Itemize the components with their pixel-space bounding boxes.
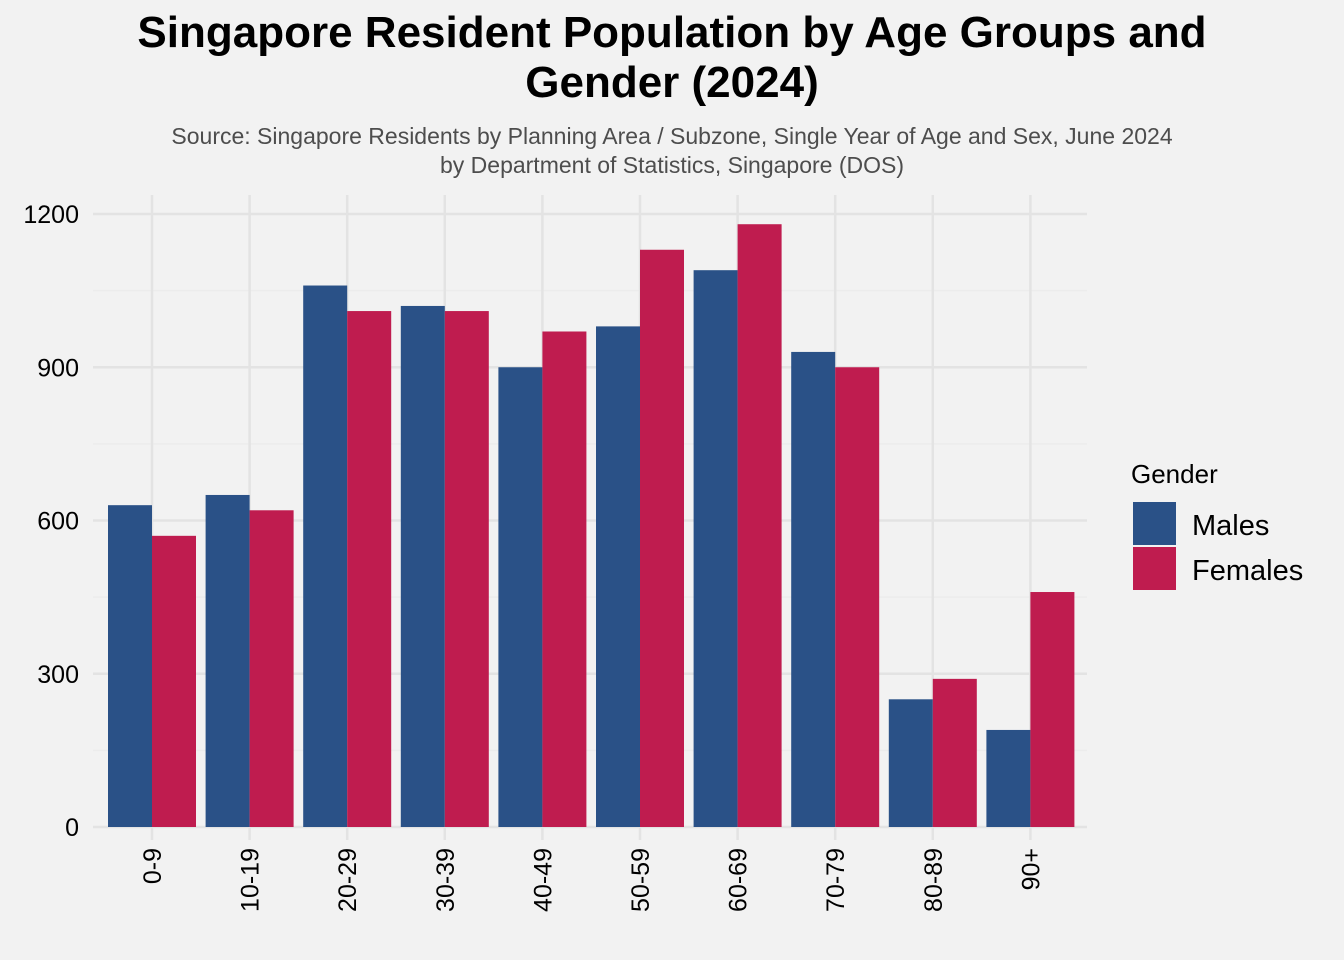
x-tick-label: 70-79 bbox=[822, 848, 850, 912]
y-tick-label: 300 bbox=[37, 661, 79, 689]
bar-males-80-89 bbox=[888, 699, 933, 827]
legend-label-females: Females bbox=[1192, 555, 1303, 587]
bar-males-60-69 bbox=[693, 270, 738, 828]
legend-key-females bbox=[1133, 547, 1176, 590]
bar-females-50-59 bbox=[640, 249, 684, 828]
y-tick-label: 0 bbox=[65, 814, 79, 842]
y-tick-label: 600 bbox=[37, 508, 79, 536]
x-tick-label: 90+ bbox=[1017, 848, 1045, 890]
x-tick-label: 0-9 bbox=[139, 848, 167, 884]
bar-males-0-9 bbox=[108, 505, 152, 827]
x-tick-label: 30-39 bbox=[432, 848, 460, 912]
bar-males-50-59 bbox=[596, 326, 640, 827]
x-axis: 0-9 10-19 20-29 30-39 40-49 50-59 60-69 70-79 80… bbox=[139, 848, 1045, 912]
legend-label-males: Males bbox=[1192, 510, 1269, 542]
chart-subtitle: Source: Singapore Residents by Planning … bbox=[0, 122, 1344, 180]
bar-females-60-69 bbox=[737, 224, 782, 827]
legend-title: Gender bbox=[1131, 459, 1218, 489]
bar-males-10-19 bbox=[205, 494, 250, 827]
chart-title: Singapore Resident Population by Age Gro… bbox=[0, 8, 1344, 108]
bar-males-40-49 bbox=[498, 367, 543, 827]
bar-females-0-9 bbox=[152, 535, 196, 827]
bar-females-70-79 bbox=[835, 367, 880, 827]
y-tick-label: 1200 bbox=[23, 201, 79, 229]
x-tick-label: 50-59 bbox=[627, 848, 655, 912]
legend-key-males bbox=[1133, 502, 1176, 545]
chart-title-line-1: Singapore Resident Population by Age Gro… bbox=[137, 8, 1207, 57]
legend: Gender Males Females bbox=[1131, 459, 1303, 590]
bar-females-30-39 bbox=[444, 311, 489, 827]
x-tick-label: 20-29 bbox=[334, 848, 362, 912]
bar-females-80-89 bbox=[932, 678, 977, 827]
bar-males-30-39 bbox=[400, 305, 445, 827]
bar-males-70-79 bbox=[791, 351, 836, 827]
bar-females-10-19 bbox=[249, 510, 294, 827]
bar-females-40-49 bbox=[542, 331, 587, 827]
x-tick-label: 80-89 bbox=[920, 848, 948, 912]
chart-subtitle-line-1: Source: Singapore Residents by Planning … bbox=[171, 123, 1173, 149]
bar-males-90+ bbox=[986, 729, 1031, 827]
bar-females-90+ bbox=[1030, 592, 1075, 827]
chart-subtitle-line-2: by Department of Statistics, Singapore (… bbox=[439, 152, 905, 178]
bar-males-20-29 bbox=[303, 285, 348, 827]
x-tick-label: 60-69 bbox=[725, 848, 753, 912]
x-tick-label: 40-49 bbox=[529, 848, 557, 912]
x-tick-label: 10-19 bbox=[237, 848, 265, 912]
y-axis: 0 300 600 900 1200 bbox=[23, 201, 79, 842]
bars-layer bbox=[108, 224, 1075, 828]
chart-title-line-2: Gender (2024) bbox=[525, 58, 819, 107]
bar-females-20-29 bbox=[347, 311, 392, 827]
y-tick-label: 900 bbox=[37, 354, 79, 382]
